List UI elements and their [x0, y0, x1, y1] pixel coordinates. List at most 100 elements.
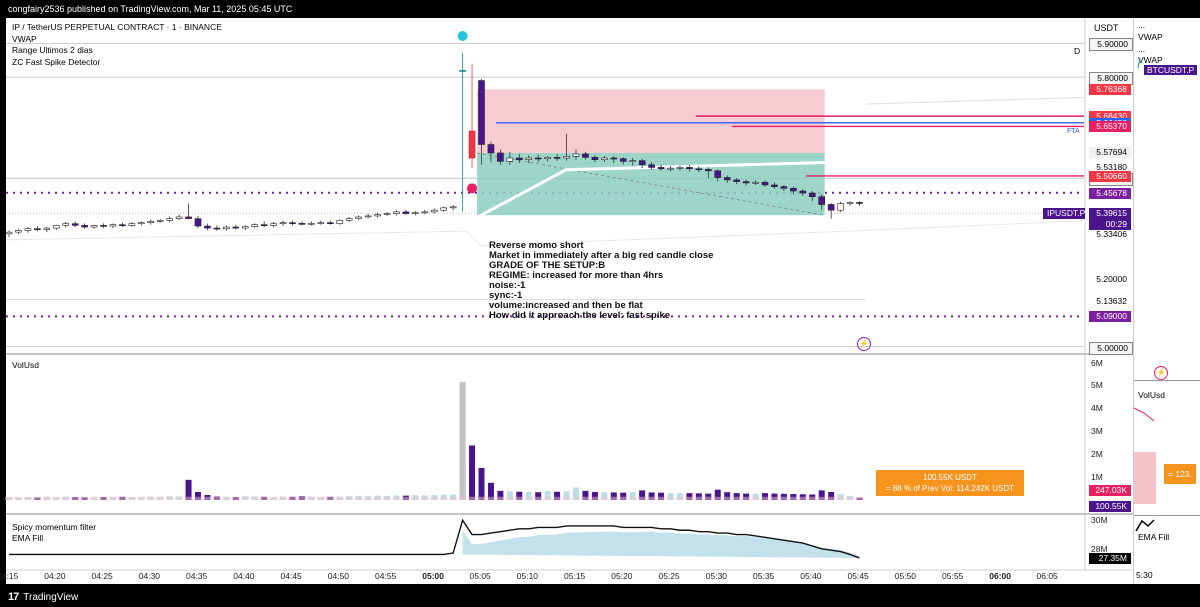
momentum-value-tag: 27.35M [1089, 553, 1131, 564]
volume-bar [629, 491, 636, 500]
volume-ma-bar [675, 496, 684, 500]
right-flash-icon[interactable]: ⚡ [1154, 366, 1168, 380]
time-axis-label: 06:00 [989, 571, 1011, 581]
volume-ma-bar [184, 496, 193, 500]
indicator-spike[interactable]: ZC Fast Spike Detector [12, 57, 101, 67]
vwap-band-lower-edge [5, 218, 1134, 247]
volume-ma-bar [505, 496, 514, 500]
candle-body [100, 225, 107, 227]
candle-body [808, 192, 816, 198]
volume-bar [535, 492, 542, 500]
volume-ma-bar [761, 496, 769, 500]
volume-ma-bar [156, 496, 165, 500]
volume-ma-bar [685, 496, 694, 500]
momentum-pane-title[interactable]: Spicy momentum filter [12, 522, 97, 532]
candle-body [62, 223, 70, 226]
volume-ma-bar [411, 496, 420, 500]
candle-body [71, 223, 79, 226]
volume-bar [601, 492, 608, 500]
countdown-tag: 00:29 [1089, 219, 1131, 231]
candle-body [714, 170, 722, 178]
volume-ma-bar [165, 496, 174, 500]
volume-ma-bar [789, 496, 798, 500]
volume-ma-bar [23, 496, 32, 500]
volume-ma-bar [326, 496, 335, 500]
candle-body [175, 216, 183, 219]
right-orange-tag: = 123. [1164, 464, 1196, 484]
secondary-chart-panel[interactable]: ... VWAP ... VWAP BTCUSDT.P ⚡ VolUsd = 1… [1133, 18, 1200, 584]
currency-label[interactable]: USDT [1094, 23, 1119, 33]
candle-body [629, 160, 637, 162]
candle-body [270, 223, 277, 226]
right-symbol-tag: BTCUSDT.P [1144, 65, 1198, 75]
candle-body [525, 157, 533, 160]
volume-ma-bar [846, 496, 855, 500]
volume-ma-bar [477, 496, 486, 500]
volume-axis-label: 3M [1091, 426, 1103, 437]
volume-ma-bar [609, 496, 618, 500]
volume-axis-label: 2M [1091, 449, 1103, 460]
time-axis-label: 04:50 [327, 571, 350, 581]
current-symbol-tag: IPUSDT.P [1043, 208, 1085, 220]
candle-body [43, 227, 51, 230]
volume-bar [686, 493, 693, 500]
volume-ma-bar [90, 496, 99, 500]
indicator-range[interactable]: Range Ultimos 2 dias [12, 45, 93, 55]
volume-bar [544, 490, 551, 500]
volume-ma-bar [420, 496, 429, 500]
right-ema-fill: EMA Fill [1138, 532, 1170, 542]
volume-ma-bar [373, 496, 382, 500]
volume-ma-bar [836, 496, 845, 500]
volume-ma-bar [364, 496, 373, 500]
volume-ma-bar [42, 496, 51, 500]
candle-body [119, 224, 126, 226]
candle-body [553, 157, 561, 159]
candle-body [430, 209, 438, 213]
volume-ma-bar [439, 496, 448, 500]
volume-bar [648, 492, 655, 500]
volume-ma-bar [118, 496, 127, 500]
volume-bar [762, 493, 768, 500]
indicator-vwap[interactable]: VWAP [12, 34, 37, 44]
candle-body [468, 130, 476, 159]
volume-bar [695, 493, 702, 500]
candle-body [610, 157, 618, 160]
volume-ma-bar [572, 496, 580, 500]
volume-ma-bar [524, 496, 533, 500]
candle-body [128, 223, 136, 226]
volume-ma-bar [704, 496, 713, 500]
volume-bar [639, 490, 646, 500]
volume-ma-bar [61, 496, 70, 500]
volume-bar [195, 491, 201, 500]
time-axis-label: 04:55 [375, 571, 397, 581]
volume-ma-bar [260, 496, 269, 500]
symbol-title[interactable]: IP / TetherUS PERPETUAL CONTRACT · 1 · B… [12, 22, 222, 32]
candle-body [478, 80, 485, 145]
tradingview-logo[interactable]: 17 TradingView [8, 591, 78, 603]
candle-body [506, 157, 514, 162]
time-axis-label: 04:25 [91, 571, 113, 581]
flash-icon[interactable]: ⚡ [857, 337, 871, 351]
volume-ma-bar [581, 496, 590, 500]
price-axis-label: 5.80000 [1089, 72, 1133, 86]
candle-body [591, 157, 599, 160]
volume-ma-bar [723, 496, 732, 500]
candle-body [412, 212, 419, 214]
momentum-pane-subtitle: EMA Fill [12, 533, 44, 543]
candle-body [166, 218, 173, 221]
volume-ma-bar [108, 496, 117, 500]
volume-ma-bar [657, 496, 666, 500]
price-axis-label: 5.20000 [1096, 274, 1127, 285]
volume-ma-bar [647, 496, 656, 500]
right-price-candle [1137, 57, 1141, 69]
volume-pane-title[interactable]: VolUsd [12, 360, 39, 370]
candle-body [667, 167, 674, 170]
time-axis-label: 05:50 [894, 571, 917, 581]
candle-body [648, 164, 655, 168]
chart-canvas[interactable] [5, 18, 1134, 584]
volume-ma-bar [14, 496, 23, 500]
chart-main-area[interactable]: IP / TetherUS PERPETUAL CONTRACT · 1 · B… [0, 18, 1134, 584]
volume-bar [667, 493, 674, 500]
candle-body [298, 223, 306, 225]
candle-body [260, 224, 268, 226]
